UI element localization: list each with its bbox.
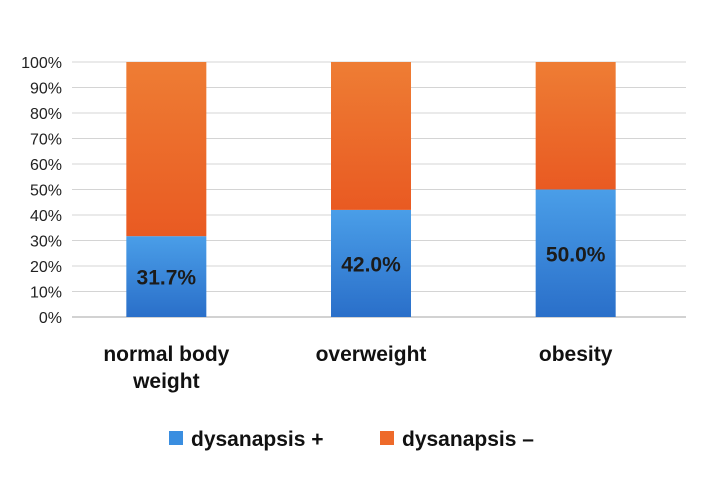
y-tick-label: 20% [30,259,62,276]
y-axis: 0% 10% 20% 30% 40% 50% 60% 70% 80% 90% 100% [21,55,62,327]
bar-segment [126,236,207,317]
data-label: 42.0% [341,253,401,276]
legend: dysanapsis + dysanapsis – [169,428,534,451]
bar-segment [535,62,616,190]
data-label: 50.0% [546,243,606,266]
y-tick-label: 50% [30,183,62,200]
y-tick-label: 80% [30,106,62,123]
x-axis: normal body weight overweight obesity [103,343,612,393]
y-tick-label: 90% [30,81,62,98]
y-tick-label: 60% [30,157,62,174]
x-category-label: overweight [316,343,427,366]
legend-swatch [169,431,183,445]
y-tick-label: 40% [30,208,62,225]
y-tick-label: 100% [21,55,62,72]
bar-segment [331,62,411,210]
bar-segment [535,189,616,317]
y-tick-label: 30% [30,234,62,251]
bars [126,62,616,317]
x-category-label: normal body [103,343,229,366]
bar-segment [331,209,411,317]
x-category-label: obesity [539,343,613,366]
data-label: 31.7% [137,267,197,290]
y-tick-label: 10% [30,285,62,302]
x-category-label: weight [132,370,200,393]
legend-label: dysanapsis – [402,428,534,451]
bar-segment [126,62,207,237]
y-tick-label: 70% [30,132,62,149]
y-tick-label: 0% [39,310,62,327]
legend-label: dysanapsis + [191,428,324,451]
legend-swatch [380,431,394,445]
data-labels: 31.7% 42.0% 50.0% [137,243,606,289]
